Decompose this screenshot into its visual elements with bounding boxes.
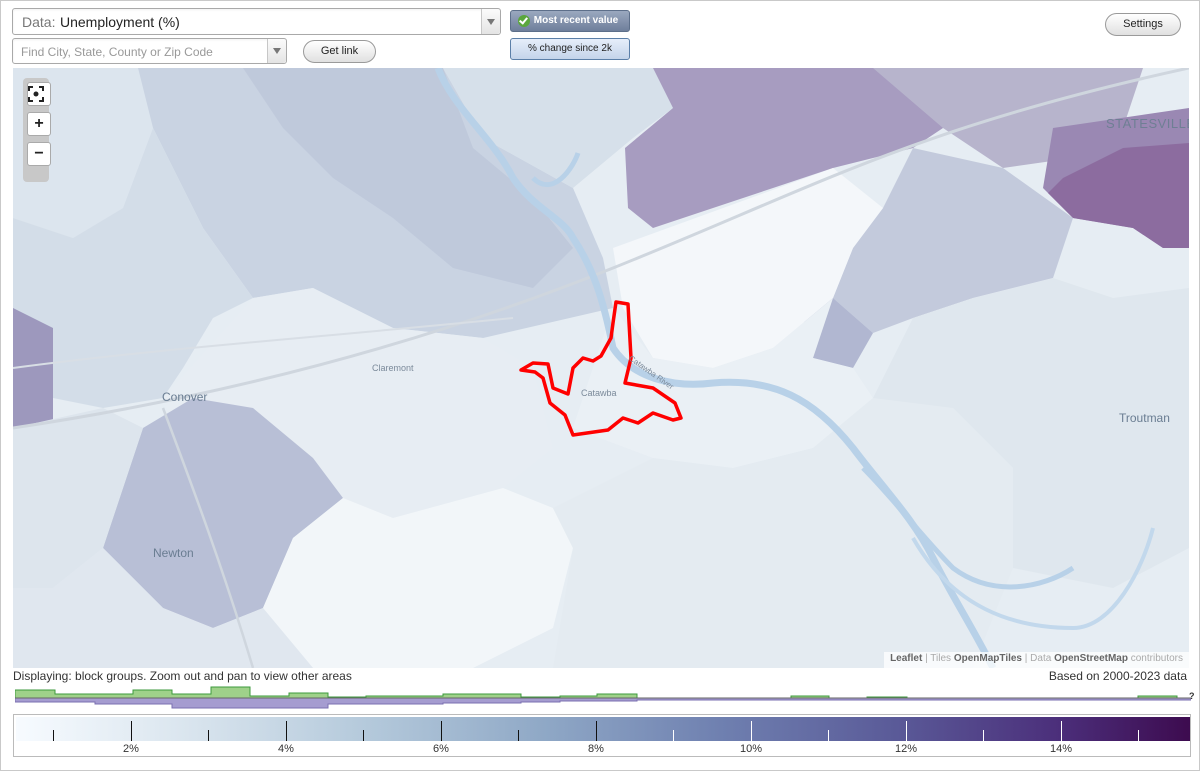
- region: [13, 128, 253, 408]
- legend-tick: [131, 721, 132, 741]
- legend-tick-minor: [828, 730, 829, 741]
- catawba-river: [434, 68, 997, 668]
- map-attribution: Leaflet | Tiles OpenMapTiles | Data Open…: [884, 652, 1189, 668]
- legend-tick-minor: [673, 730, 674, 741]
- zoom-out-button[interactable]: −: [27, 142, 51, 166]
- highway: [13, 68, 1189, 430]
- legend-tick-minor: [983, 730, 984, 741]
- legend-tick: [1061, 721, 1062, 741]
- legend-tick-minor: [1138, 730, 1139, 741]
- lake-arm: [911, 527, 1155, 631]
- color-legend: 2% 4% 6% 8% 10% 12% 14%: [13, 714, 1191, 757]
- legend-tick-minor: [363, 730, 364, 741]
- legend-tick-label: 12%: [894, 743, 918, 755]
- leaflet-link[interactable]: Leaflet: [890, 653, 923, 664]
- legend-tick-label: 10%: [739, 743, 763, 755]
- lake-arm: [531, 152, 581, 188]
- data-select[interactable]: Data: Unemployment (%): [12, 8, 501, 35]
- legend-tick: [906, 721, 907, 741]
- region: [873, 278, 1189, 588]
- percent-change-button[interactable]: % change since 2k: [510, 38, 630, 60]
- legend-tick-label: 4%: [278, 743, 294, 755]
- chevron-down-icon: [273, 48, 281, 54]
- histogram: [15, 686, 1191, 709]
- zoom-in-button[interactable]: +: [27, 112, 51, 136]
- legend-tick-minor: [208, 730, 209, 741]
- attribution-data-prefix: Data: [1030, 653, 1052, 664]
- legend-tick-label: 2%: [123, 743, 139, 755]
- plus-icon: +: [34, 115, 44, 132]
- settings-button[interactable]: Settings: [1105, 13, 1181, 36]
- lake-arm: [861, 466, 1075, 590]
- data-select-dropdown-button[interactable]: [481, 9, 500, 34]
- map-label-troutman: Troutman: [1119, 411, 1170, 425]
- data-select-prefix: Data:: [22, 14, 56, 30]
- openmaptiles-link[interactable]: OpenMapTiles: [953, 653, 1022, 664]
- histogram-previous: [15, 686, 1178, 700]
- data-years: Based on 2000-2023 data: [1048, 669, 1187, 683]
- search-dropdown-button[interactable]: [267, 39, 286, 63]
- histogram-unknown-marker: ?: [1189, 691, 1195, 701]
- histogram-current: [15, 697, 1191, 709]
- map-label-catawba: Catawba: [581, 388, 617, 398]
- legend-tick-label: 6%: [433, 743, 449, 755]
- region: [13, 408, 143, 588]
- legend-tick: [751, 721, 752, 741]
- map[interactable]: STATESVILLE Conover Claremont Catawba Ca…: [13, 68, 1189, 668]
- region: [1048, 143, 1189, 248]
- attribution-tiles-prefix: Tiles: [930, 653, 952, 664]
- legend-tick: [596, 721, 597, 741]
- map-label-statesville: STATESVILLE: [1106, 116, 1189, 131]
- region: [263, 488, 573, 668]
- region: [443, 68, 673, 188]
- legend-tick-label: 8%: [588, 743, 604, 755]
- attribution-contributors: contributors: [1130, 653, 1183, 664]
- get-link-button[interactable]: Get link: [303, 40, 376, 63]
- minus-icon: −: [34, 145, 44, 162]
- data-select-value: Unemployment (%): [60, 14, 180, 30]
- display-note: Displaying: block groups. Zoom out and p…: [13, 669, 352, 683]
- legend-tick: [441, 721, 442, 741]
- search-box[interactable]: [12, 38, 287, 64]
- region: [553, 398, 1013, 668]
- legend-tick: [286, 721, 287, 741]
- zoom-fit-button[interactable]: [27, 82, 51, 106]
- map-label-conover: Conover: [162, 390, 208, 404]
- legend-tick-minor: [53, 730, 54, 741]
- region: [833, 148, 1073, 333]
- road: [13, 317, 514, 369]
- legend-tick-minor: [518, 730, 519, 741]
- chevron-down-icon: [487, 18, 495, 25]
- map-label-claremont: Claremont: [372, 363, 414, 373]
- region: [103, 398, 343, 628]
- map-canvas[interactable]: [13, 68, 1189, 668]
- region: [13, 548, 313, 668]
- region: [613, 168, 883, 368]
- highway: [161, 407, 255, 668]
- region: [625, 68, 973, 228]
- highlighted-area-outline[interactable]: [519, 300, 683, 437]
- legend-tick-label: 14%: [1049, 743, 1073, 755]
- most-recent-value-button[interactable]: Most recent value: [510, 10, 630, 32]
- region: [13, 308, 53, 428]
- fullscreen-icon: [28, 86, 44, 102]
- legend-gradient: [16, 717, 1190, 741]
- zoom-control: + −: [23, 78, 51, 182]
- check-icon: [518, 15, 530, 27]
- map-label-newton: Newton: [153, 546, 194, 560]
- search-input[interactable]: [21, 43, 261, 60]
- openstreetmap-link[interactable]: OpenStreetMap: [1054, 653, 1128, 664]
- most-recent-value-label: Most recent value: [533, 15, 619, 26]
- region: [243, 68, 573, 288]
